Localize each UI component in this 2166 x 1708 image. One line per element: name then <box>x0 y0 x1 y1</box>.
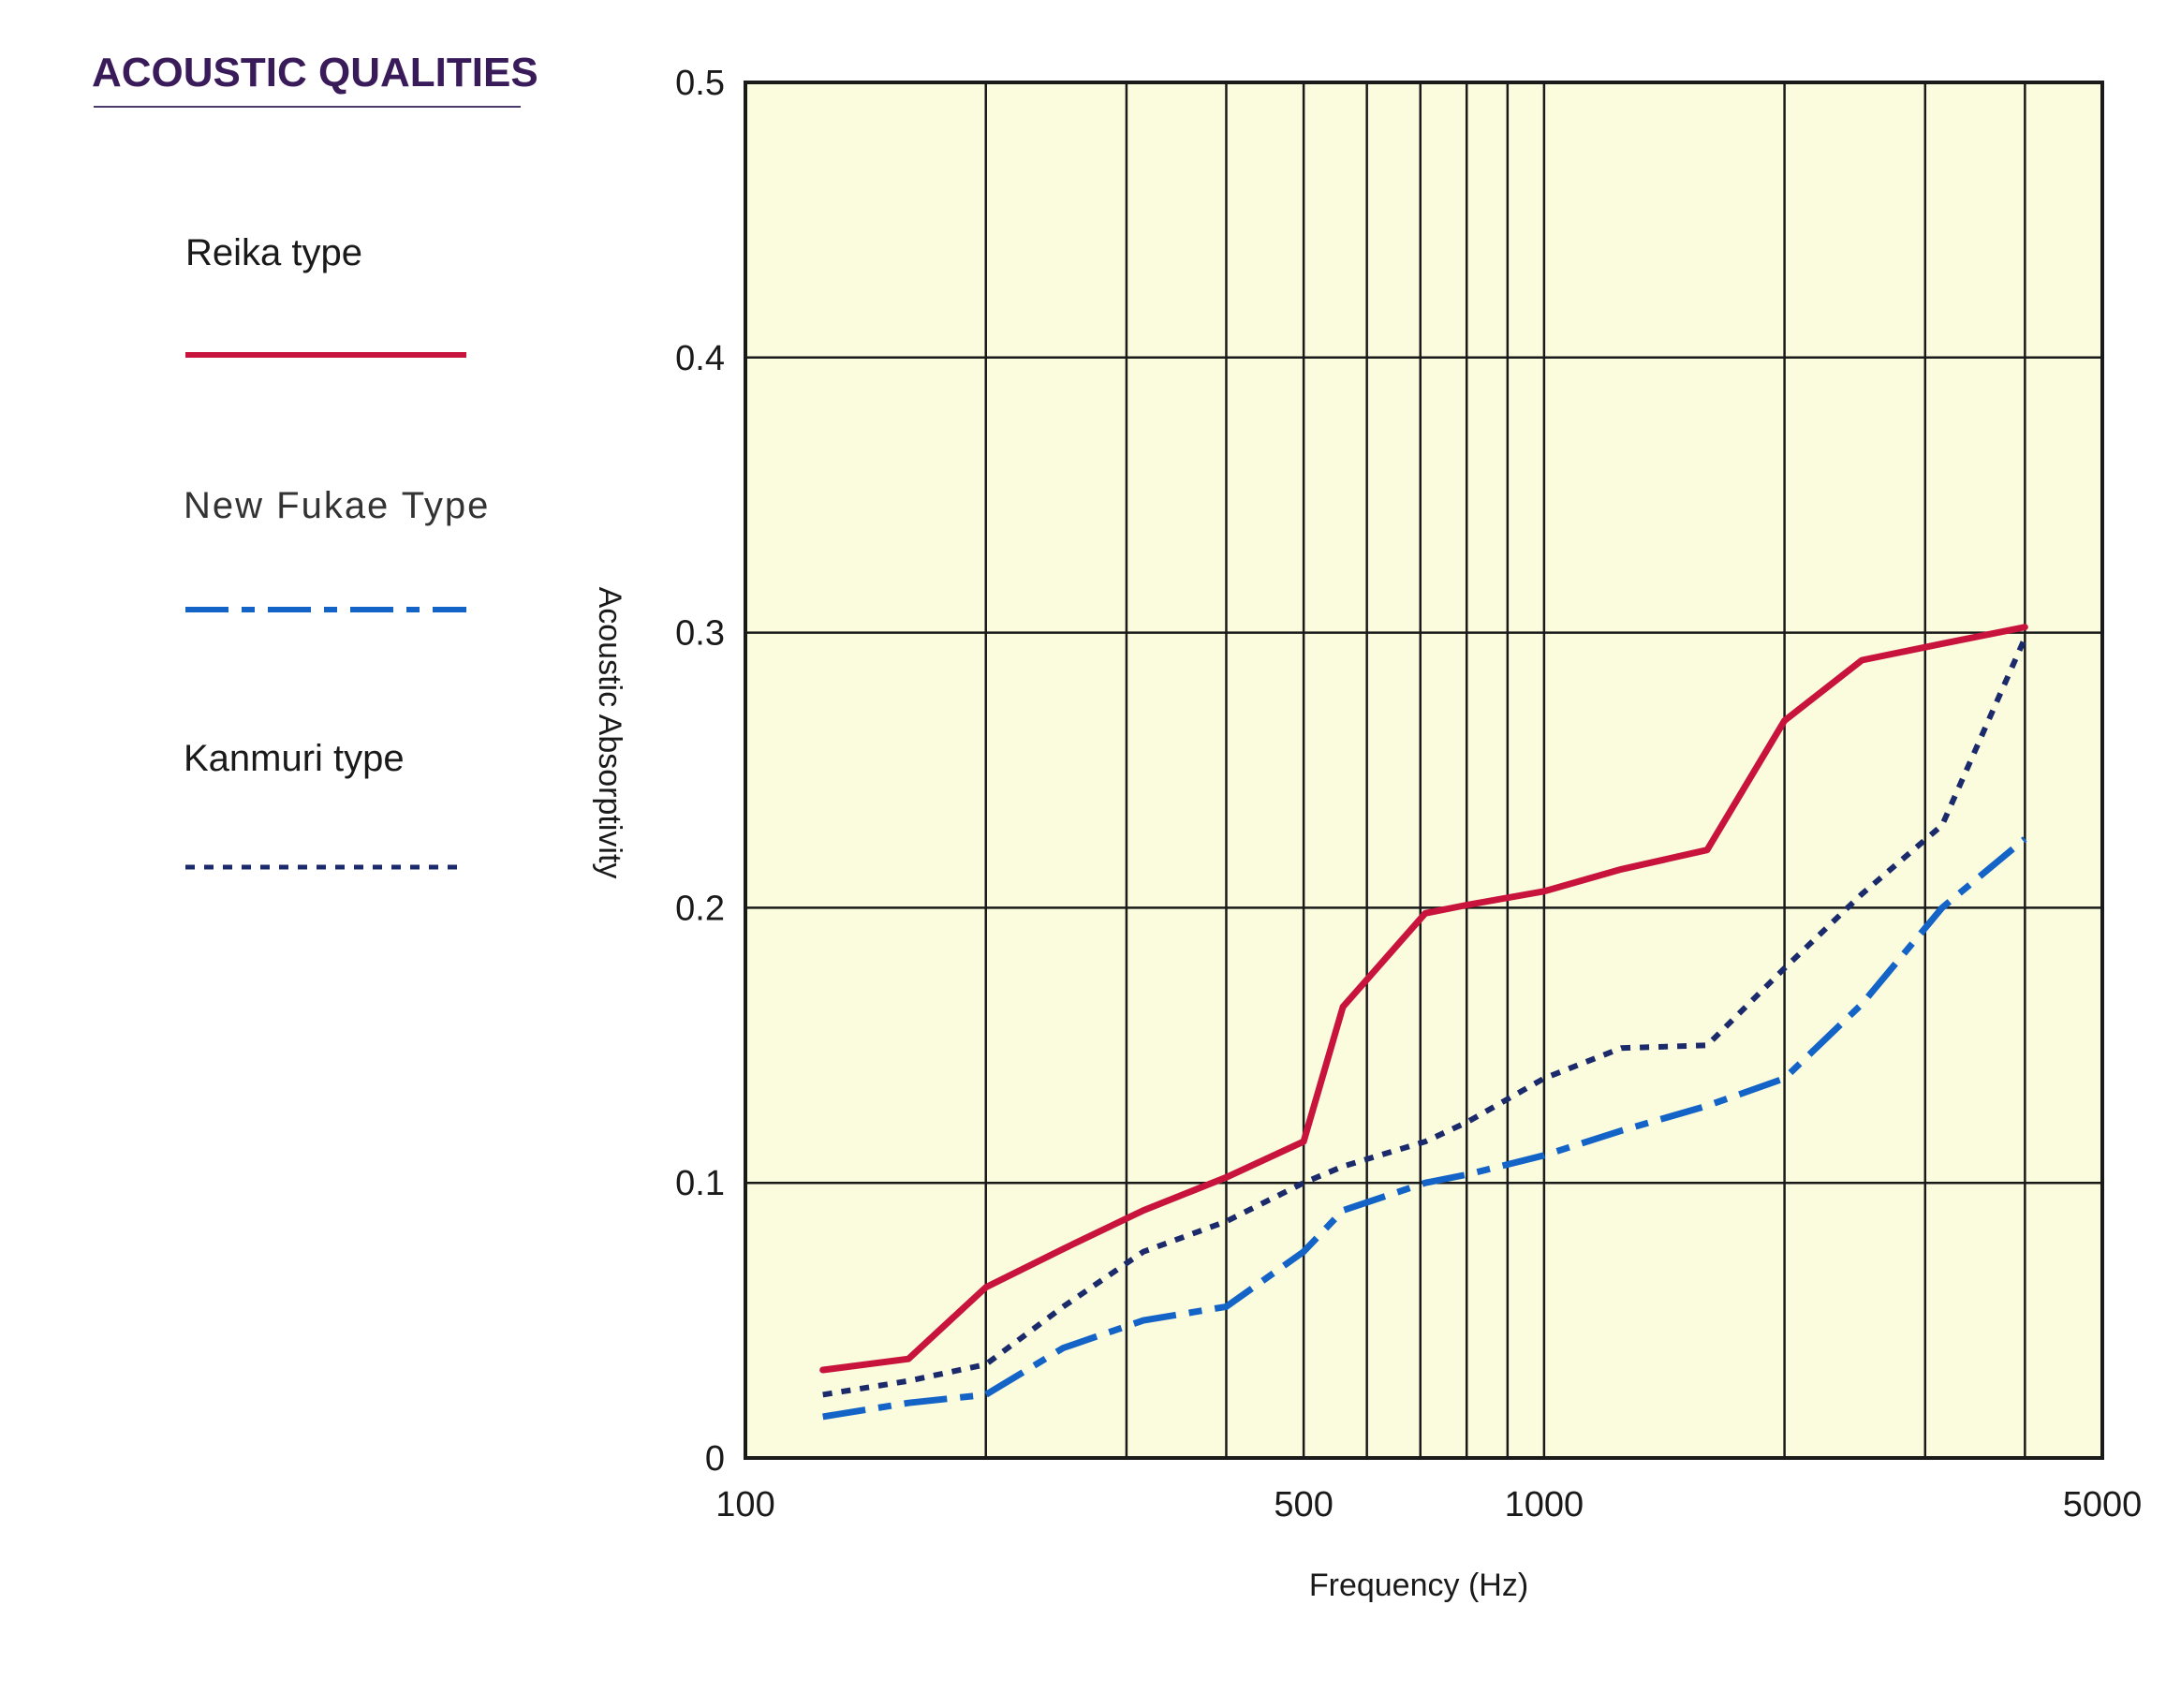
plot-area <box>745 82 2102 1458</box>
y-axis-label: Acoustic Absorptivity <box>592 587 627 879</box>
legend-label-reika: Reika type <box>185 232 362 273</box>
series-line-kanmuri-type <box>822 637 2028 1398</box>
legend: Reika type New Fukae Type Kanmuri type <box>184 232 490 870</box>
x-tick-label: 1000 <box>1505 1485 1584 1524</box>
y-tick-label: 0.3 <box>675 614 725 654</box>
plot-frame <box>744 81 2104 1460</box>
x-axis-ticks: 100 500 1000 5000 <box>715 1485 2142 1524</box>
y-tick-label: 0 <box>705 1439 725 1479</box>
series-line-new-fukae-type <box>822 836 2027 1421</box>
x-axis-label: Frequency (Hz) <box>1309 1568 1528 1603</box>
x-tick-label: 100 <box>715 1485 774 1524</box>
legend-label-new-fukae: New Fukae Type <box>184 485 490 526</box>
legend-label-kanmuri: Kanmuri type <box>184 738 405 779</box>
gridlines <box>745 82 2102 1458</box>
y-tick-label: 0.4 <box>675 339 725 378</box>
chart-title: ACOUSTIC QUALITIES <box>92 50 538 96</box>
x-tick-label: 5000 <box>2063 1485 2143 1524</box>
series-layer <box>819 624 2028 1421</box>
y-tick-label: 0.1 <box>675 1164 725 1203</box>
y-tick-label: 0.5 <box>675 64 725 103</box>
series-line-reika-type <box>819 624 2028 1374</box>
y-axis-ticks: 0 0.1 0.2 0.3 0.4 0.5 <box>675 64 725 1479</box>
x-tick-label: 500 <box>1274 1485 1333 1524</box>
y-tick-label: 0.2 <box>675 889 725 928</box>
